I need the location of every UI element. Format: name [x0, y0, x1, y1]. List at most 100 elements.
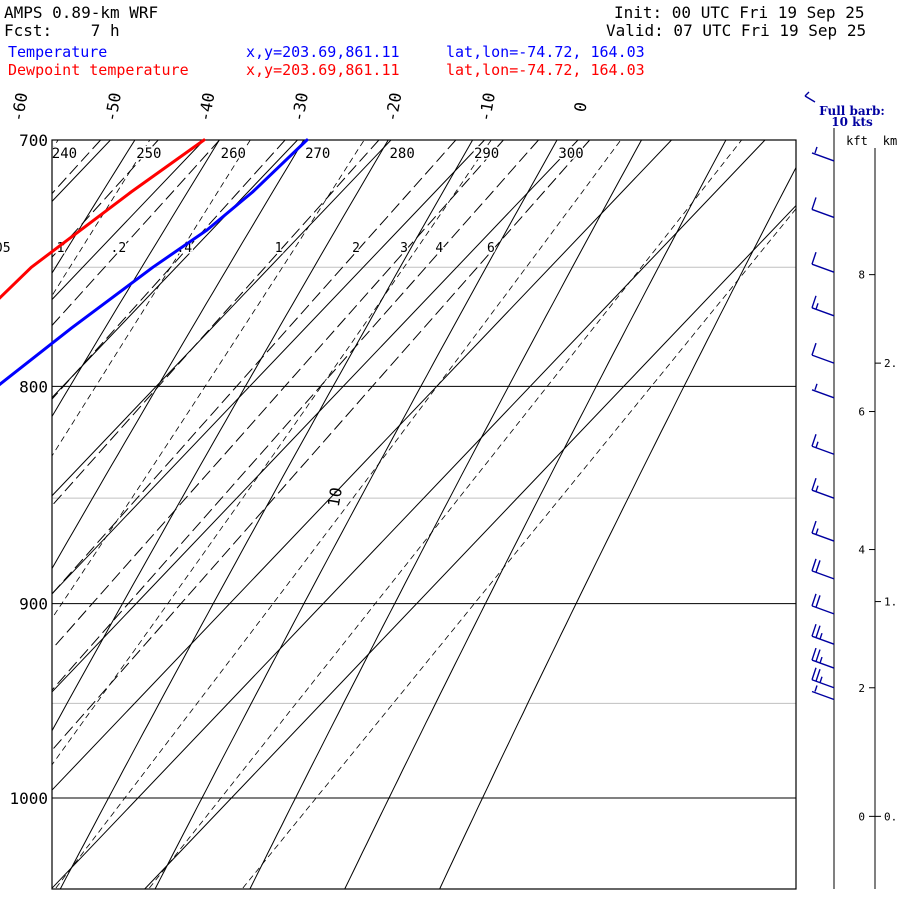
pressure-tick-label: 1000: [9, 789, 48, 808]
forecast-hour: Fcst: 7 h: [4, 21, 120, 40]
temperature-tick-label: -20: [382, 91, 406, 123]
wind-barb: [811, 623, 835, 645]
wind-barb: [811, 667, 835, 689]
mixing-ratio-line: [52, 140, 380, 507]
dry-adiabat: [52, 140, 389, 732]
kft-tick-label: 8: [858, 269, 865, 282]
moist-adiabat: [242, 208, 796, 889]
legend-dewpoint-name: Dewpoint temperature: [8, 61, 189, 79]
km-tick-label: 2.: [884, 357, 897, 370]
temperature-tick-label: -10: [475, 91, 499, 123]
temperature-tick-label: -30: [288, 91, 312, 123]
mixing-ratio-label: 3: [400, 241, 408, 256]
dewpoint-profile: [0, 138, 206, 300]
mixing-ratio-line: [52, 140, 591, 751]
temperature-tick-label: -50: [101, 91, 125, 123]
moist-adiabat: [55, 140, 622, 889]
temperature-tick-label: -60: [8, 91, 32, 123]
moist-adiabat: [52, 140, 492, 766]
mixing-ratio-label: 2: [352, 241, 360, 256]
pressure-tick-label: 800: [19, 377, 48, 396]
moist-adiabat: [52, 140, 365, 620]
isotherm: [52, 140, 766, 889]
km-tick-label: 1.: [884, 596, 897, 609]
moist-adiabat: [149, 140, 743, 889]
temperature-tick-label: 10: [324, 486, 346, 508]
theta-label: 290: [474, 146, 499, 162]
dry-adiabat: [344, 140, 727, 889]
wind-barb: [811, 434, 835, 455]
mixing-ratio-line: [52, 140, 504, 650]
model-title: AMPS 0.89-km WRF: [4, 3, 159, 22]
mixing-ratio-label: .05: [0, 241, 11, 256]
wind-barb: [811, 520, 835, 542]
theta-label: 250: [136, 146, 161, 162]
wind-barb: [811, 251, 835, 273]
wind-barb: [811, 197, 835, 219]
barb-key-icon: [804, 91, 816, 103]
wind-barb: [811, 146, 835, 162]
isotherm: [52, 140, 672, 791]
moist-adiabat: [52, 140, 59, 151]
mixing-ratio-label: 4: [435, 241, 443, 256]
km-tick-label: 0.: [884, 810, 897, 823]
mixing-ratio-line: [52, 140, 457, 595]
kft-axis-label: kft: [846, 134, 868, 148]
legend-dewpoint-latlon: lat,lon=-74.72, 164.03: [446, 61, 645, 79]
wind-barb: [811, 593, 835, 615]
moist-adiabat: [52, 140, 251, 457]
theta-label: 240: [52, 146, 77, 162]
legend-dewpoint-xy: x,y=203.69,861.11: [246, 61, 400, 79]
dry-adiabat: [52, 140, 136, 275]
kft-tick-label: 6: [858, 406, 865, 419]
mixing-ratio-label: 6: [487, 241, 495, 256]
legend-temperature-xy: x,y=203.69,861.11: [246, 43, 400, 61]
temperature-tick-label: -40: [195, 91, 219, 123]
mixing-ratio-line: [52, 140, 159, 258]
theta-label: 280: [390, 146, 415, 162]
dry-adiabat: [439, 166, 796, 889]
dry-adiabat: [59, 140, 474, 889]
barb-key-line1: Full barb:: [819, 104, 885, 118]
theta-label: 270: [305, 146, 330, 162]
wind-barb: [811, 295, 835, 317]
wind-barb: [811, 647, 835, 669]
legend-temperature-name: Temperature: [8, 43, 108, 61]
isotherm: [52, 140, 579, 693]
wind-barb: [811, 685, 835, 701]
isotherm: [52, 140, 298, 399]
dry-adiabat: [154, 140, 558, 889]
valid-time: Valid: 07 UTC Fri 19 Sep 25: [606, 21, 867, 40]
temperature-profile: [0, 138, 309, 387]
mixing-ratio-label: .2: [111, 241, 127, 256]
moist-adiabat: [52, 140, 151, 297]
legend-temperature-latlon: lat,lon=-74.72, 164.03: [446, 43, 645, 61]
isotherm: [52, 140, 205, 301]
isotherm: [52, 140, 392, 497]
dry-adiabat: [0, 114, 67, 900]
isotherm: [52, 140, 485, 595]
pressure-tick-label: 700: [19, 131, 48, 150]
wind-barb: [811, 558, 835, 580]
kft-tick-label: 2: [858, 682, 865, 695]
init-time: Init: 00 UTC Fri 19 Sep 25: [614, 3, 865, 22]
dry-adiabat: [52, 140, 220, 418]
theta-label: 260: [221, 146, 246, 162]
wind-barb: [811, 383, 835, 399]
plot-border: [51, 139, 797, 890]
mixing-ratio-line: [52, 140, 286, 400]
isotherm: [144, 204, 796, 889]
kft-tick-label: 0: [858, 810, 865, 823]
wind-barb: [811, 477, 835, 499]
kft-tick-label: 4: [858, 544, 865, 557]
pressure-tick-label: 900: [19, 595, 48, 614]
dry-adiabat: [249, 140, 643, 889]
theta-label: 300: [558, 146, 583, 162]
temperature-tick-label: 0: [570, 101, 590, 114]
mixing-ratio-label: 1: [275, 241, 283, 256]
barb-key-line2: 10 kts: [831, 115, 873, 129]
mixing-ratio-line: [52, 140, 539, 691]
km-axis-label: km: [883, 134, 897, 148]
mixing-ratio-line: [52, 140, 220, 327]
